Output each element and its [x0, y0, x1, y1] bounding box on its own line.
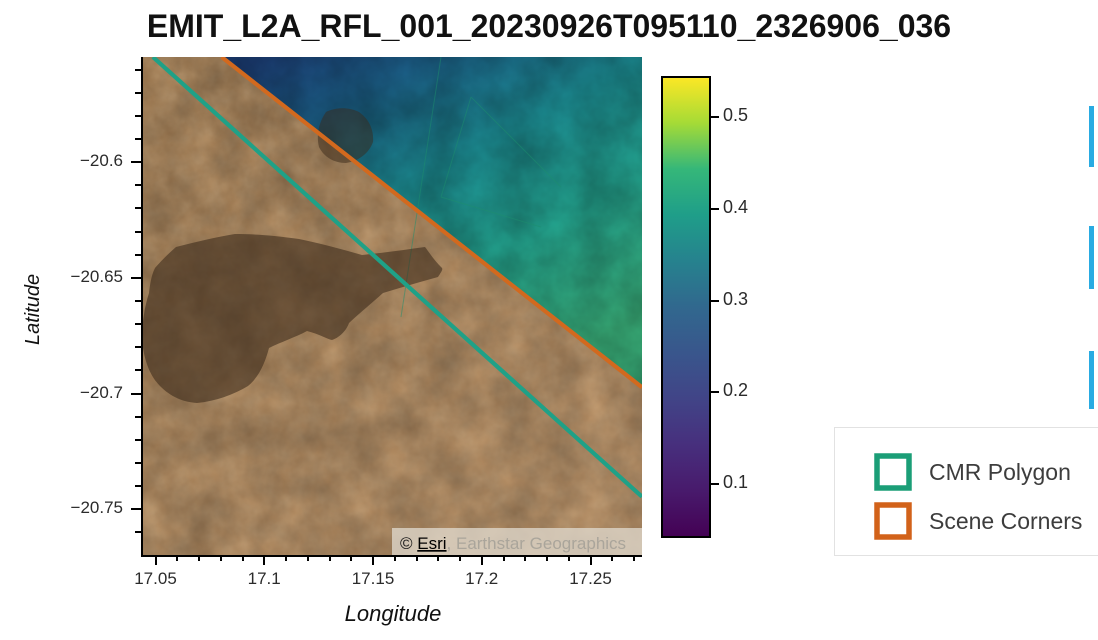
svg-text:© Esri, Earthstar Geographics: © Esri, Earthstar Geographics — [400, 534, 626, 553]
